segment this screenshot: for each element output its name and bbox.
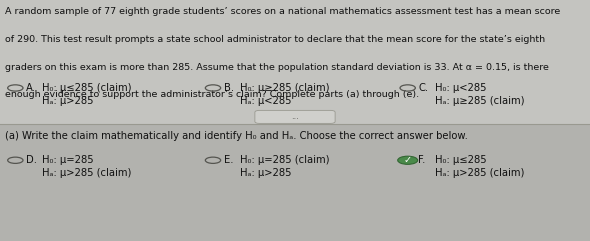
- FancyBboxPatch shape: [255, 110, 335, 123]
- FancyBboxPatch shape: [0, 0, 590, 124]
- FancyBboxPatch shape: [0, 124, 590, 241]
- Text: (a) Write the claim mathematically and identify H₀ and Hₐ. Choose the correct an: (a) Write the claim mathematically and i…: [5, 131, 468, 141]
- Text: F.: F.: [418, 155, 426, 165]
- Text: H₀: μ=285 (claim): H₀: μ=285 (claim): [240, 155, 330, 165]
- Text: ...: ...: [291, 112, 299, 121]
- Text: H₀: μ≤285 (claim): H₀: μ≤285 (claim): [42, 83, 132, 93]
- Text: Hₐ: μ>285 (claim): Hₐ: μ>285 (claim): [435, 168, 524, 178]
- Text: ✓: ✓: [404, 155, 412, 165]
- Text: A random sample of 77 eighth grade students’ scores on a national mathematics as: A random sample of 77 eighth grade stude…: [5, 7, 560, 16]
- Text: Hₐ: μ>285: Hₐ: μ>285: [240, 168, 291, 178]
- Text: Hₐ: μ≥285 (claim): Hₐ: μ≥285 (claim): [435, 96, 525, 106]
- Text: C.: C.: [418, 83, 428, 93]
- Circle shape: [398, 156, 418, 164]
- Text: H₀: μ=285: H₀: μ=285: [42, 155, 94, 165]
- Text: of 290. This test result prompts a state school administrator to declare that th: of 290. This test result prompts a state…: [5, 35, 545, 44]
- Text: E.: E.: [224, 155, 233, 165]
- Text: A.: A.: [26, 83, 36, 93]
- Text: enough evidence to support the administrator’s claim? Complete parts (a) through: enough evidence to support the administr…: [5, 90, 419, 99]
- Text: Hₐ: μ<285: Hₐ: μ<285: [240, 96, 291, 106]
- Text: H₀: μ<285: H₀: μ<285: [435, 83, 486, 93]
- Text: D.: D.: [26, 155, 37, 165]
- Text: B.: B.: [224, 83, 234, 93]
- Text: H₀: μ≤285: H₀: μ≤285: [435, 155, 486, 165]
- Text: Hₐ: μ>285 (claim): Hₐ: μ>285 (claim): [42, 168, 132, 178]
- Text: Hₐ: μ>285: Hₐ: μ>285: [42, 96, 94, 106]
- Text: graders on this exam is more than 285. Assume that the population standard devia: graders on this exam is more than 285. A…: [5, 63, 549, 72]
- Text: H₀: μ≥285 (claim): H₀: μ≥285 (claim): [240, 83, 330, 93]
